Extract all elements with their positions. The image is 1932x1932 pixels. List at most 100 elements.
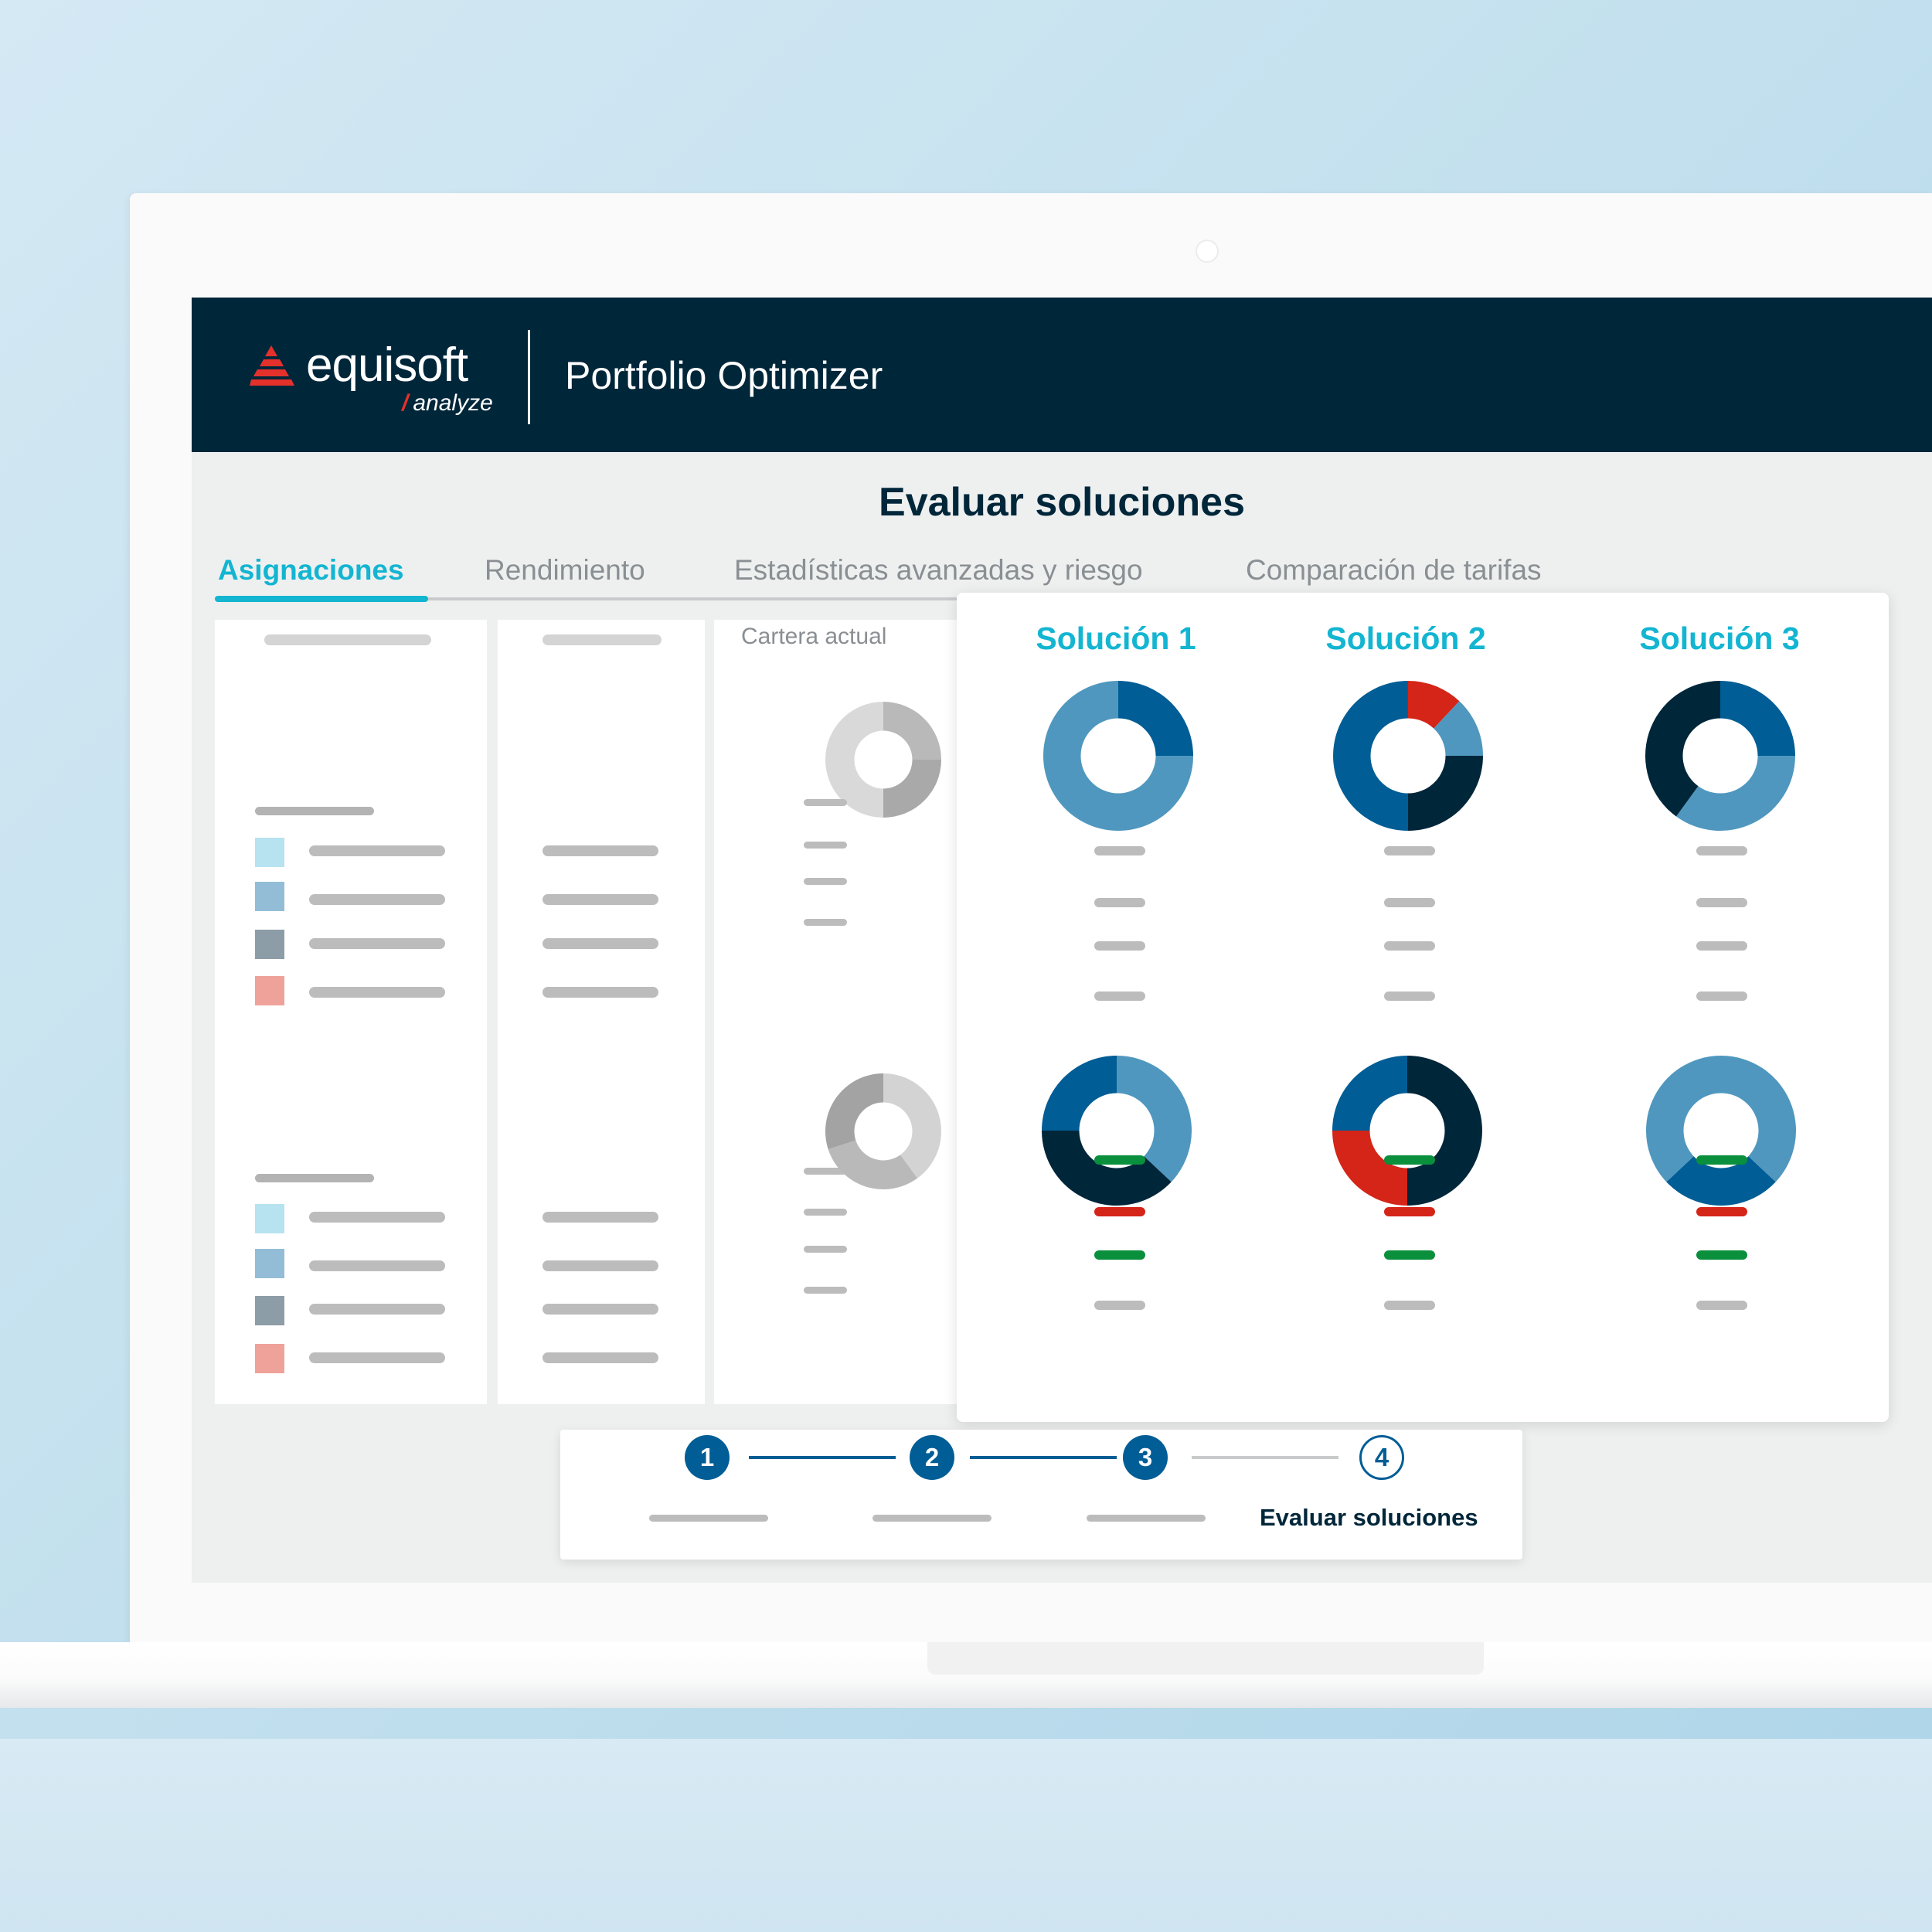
- solution-2-title[interactable]: Solución 2: [1325, 621, 1486, 656]
- tab-asignaciones[interactable]: Asignaciones: [218, 554, 404, 586]
- donut-slice: [1408, 681, 1460, 729]
- placeholder-mark: [804, 1246, 847, 1253]
- donut-slice: [1675, 756, 1795, 831]
- app-title: Portfolio Optimizer: [565, 354, 883, 397]
- tab-comparacion-tarifas[interactable]: Comparación de tarifas: [1246, 554, 1542, 586]
- donut-slice: [1434, 701, 1483, 756]
- indicator-negative: [1094, 1207, 1145, 1216]
- brand-sub-label: analyze: [413, 390, 493, 416]
- donut-slice: [1043, 681, 1193, 831]
- progress-stepper: 1 2 3 4 Evaluar soluciones: [560, 1430, 1522, 1560]
- background-bottom: [0, 1739, 1932, 1932]
- step-4-label: Evaluar soluciones: [1260, 1504, 1478, 1531]
- donut-slice: [1720, 681, 1795, 756]
- indicator-positive: [1094, 1155, 1145, 1165]
- indicator-positive: [1384, 1155, 1435, 1165]
- placeholder-mark: [804, 1209, 847, 1216]
- placeholder-bar: [255, 1174, 374, 1182]
- solution-1-title[interactable]: Solución 1: [1036, 621, 1196, 656]
- donut-chart: [825, 702, 941, 818]
- donut-slice: [825, 1073, 883, 1150]
- donut-chart: [825, 1073, 941, 1189]
- placeholder-mark: [1094, 898, 1145, 907]
- placeholder-bar: [543, 1304, 658, 1315]
- placeholder-bar: [543, 634, 662, 645]
- indicator-neutral: [1696, 1301, 1747, 1310]
- legend-swatch: [255, 1249, 284, 1278]
- donut-slice: [1332, 1056, 1407, 1131]
- tabs-baseline: [215, 597, 988, 600]
- placeholder-bar: [309, 845, 445, 856]
- placeholder-mark: [1696, 941, 1747, 951]
- step-connector: [1192, 1456, 1338, 1459]
- donut-slice: [828, 1140, 918, 1189]
- step-1[interactable]: 1: [685, 1435, 730, 1480]
- placeholder-mark: [1384, 992, 1435, 1001]
- app-header: equisoft / analyze Portfolio Optimizer: [192, 298, 1932, 452]
- donut-chart: [1645, 681, 1795, 831]
- step-2[interactable]: 2: [910, 1435, 954, 1480]
- indicator-positive: [1696, 1155, 1747, 1165]
- placeholder-mark: [804, 799, 847, 806]
- placeholder-mark: [1094, 992, 1145, 1001]
- donut-slice: [1118, 681, 1193, 756]
- placeholder-bar: [309, 1260, 445, 1271]
- page-title: Evaluar soluciones: [879, 480, 1245, 525]
- donut-slice: [1721, 1056, 1796, 1182]
- step-3[interactable]: 3: [1123, 1435, 1168, 1480]
- placeholder-mark: [1094, 941, 1145, 951]
- step-1-label-placeholder: [649, 1515, 768, 1522]
- placeholder-bar: [543, 938, 658, 949]
- placeholder-mark: [804, 1168, 847, 1175]
- placeholder-mark: [1696, 898, 1747, 907]
- placeholder-bar: [309, 1304, 445, 1315]
- indicator-negative: [1696, 1207, 1747, 1216]
- placeholder-bar: [543, 894, 658, 905]
- placeholder-bar: [264, 634, 431, 645]
- donut-slice: [1666, 1156, 1776, 1206]
- donut-chart: [1332, 1056, 1482, 1206]
- indicator-negative: [1384, 1207, 1435, 1216]
- indicator-neutral: [1384, 1301, 1435, 1310]
- indicator-positive: [1696, 1250, 1747, 1260]
- indicator-neutral: [1094, 1301, 1145, 1310]
- legend-swatch: [255, 882, 284, 911]
- donut-slice: [1117, 1056, 1192, 1182]
- brand-subtitle: / analyze: [402, 390, 493, 417]
- placeholder-mark: [804, 1287, 847, 1294]
- legend-swatch: [255, 1296, 284, 1325]
- slash-icon: /: [402, 390, 409, 416]
- step-3-label-placeholder: [1087, 1515, 1206, 1522]
- placeholder-mark: [1384, 898, 1435, 907]
- step-connector: [970, 1456, 1117, 1459]
- placeholder-bar: [543, 1212, 658, 1223]
- donut-slice: [1408, 756, 1483, 831]
- legend-swatch: [255, 930, 284, 959]
- placeholder-bar: [309, 938, 445, 949]
- solution-3-title[interactable]: Solución 3: [1639, 621, 1800, 656]
- donut-slice: [1332, 1131, 1407, 1206]
- placeholder-mark: [1696, 846, 1747, 855]
- donut-slice: [825, 702, 883, 818]
- placeholder-mark: [1384, 846, 1435, 855]
- equisoft-logo-icon: [250, 345, 294, 386]
- donut-chart: [1043, 681, 1193, 831]
- donut-chart: [1333, 681, 1483, 831]
- active-tab-indicator: [215, 596, 428, 602]
- donut-slice: [1646, 1056, 1721, 1182]
- placeholder-bar: [309, 1212, 445, 1223]
- app-screen: equisoft / analyze Portfolio Optimizer Ev…: [192, 298, 1932, 1583]
- legend-swatch: [255, 1344, 284, 1373]
- indicator-positive: [1094, 1250, 1145, 1260]
- placeholder-bar: [543, 987, 658, 998]
- legend-swatch: [255, 1204, 284, 1233]
- tab-rendimiento[interactable]: Rendimiento: [485, 554, 645, 586]
- tab-estadisticas[interactable]: Estadísticas avanzadas y riesgo: [734, 554, 1143, 586]
- placeholder-bar: [309, 987, 445, 998]
- placeholder-bar: [255, 807, 374, 815]
- allocation-labels-column: [215, 620, 487, 1404]
- step-2-label-placeholder: [872, 1515, 992, 1522]
- donut-chart: [1042, 1056, 1192, 1206]
- step-4[interactable]: 4: [1359, 1435, 1404, 1480]
- solutions-panel: Solución 1 Solución 2 Solución 3: [957, 593, 1889, 1422]
